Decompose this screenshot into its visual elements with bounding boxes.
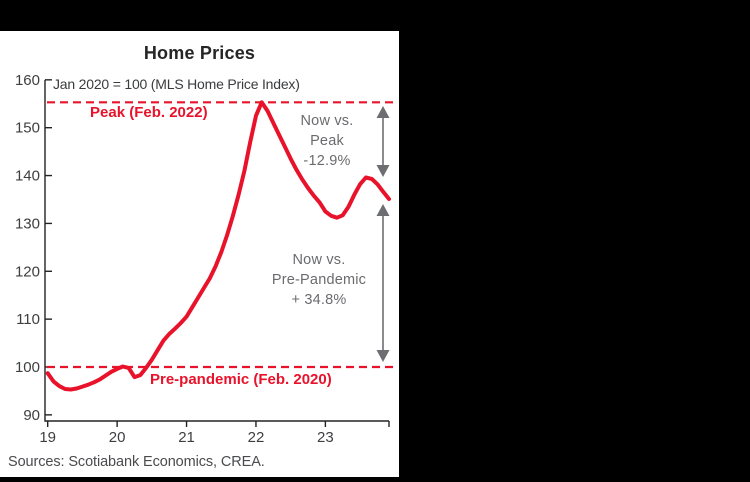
y-tick-label: 160 bbox=[15, 72, 40, 89]
chart-panel: 160 150 140 130 120 110 100 90 19 20 21 22 23 Home P… bbox=[0, 31, 399, 477]
now-vs-prepandemic-line1: Now vs. bbox=[292, 252, 346, 268]
y-tick-label: 90 bbox=[23, 407, 40, 424]
x-tick-label: 22 bbox=[248, 429, 265, 446]
now-vs-peak-line1: Now vs. bbox=[300, 113, 354, 129]
price-chart-svg: 160 150 140 130 120 110 100 90 19 20 21 22 23 bbox=[15, 72, 397, 446]
axes bbox=[44, 79, 389, 422]
now-vs-peak-annotation: Now vs. Peak -12.9% bbox=[277, 111, 377, 171]
chart-subtitle: Jan 2020 = 100 (MLS Home Price Index) bbox=[53, 76, 300, 92]
now-vs-peak-line3: -12.9% bbox=[303, 153, 351, 169]
source-note: Sources: Scotiabank Economics, CREA. bbox=[8, 454, 265, 470]
x-tick-label: 20 bbox=[109, 429, 126, 446]
now-vs-prepandemic-line2: Pre-Pandemic bbox=[271, 272, 367, 288]
now-vs-peak-arrow-head-down bbox=[376, 165, 390, 177]
x-tick-label: 23 bbox=[317, 429, 334, 446]
x-tick-label: 21 bbox=[178, 429, 195, 446]
now-vs-peak-line2: Peak bbox=[310, 133, 344, 149]
y-tick-label: 120 bbox=[15, 263, 40, 280]
prepandemic-line-label: Pre-pandemic (Feb. 2020) bbox=[150, 371, 332, 388]
peak-line-label: Peak (Feb. 2022) bbox=[90, 104, 208, 121]
x-tick-label: 19 bbox=[39, 429, 56, 446]
chart-title: Home Prices bbox=[143, 43, 256, 63]
y-tick-label: 130 bbox=[15, 215, 40, 232]
y-tick-label: 110 bbox=[16, 311, 40, 328]
y-tick-label: 100 bbox=[15, 359, 40, 376]
now-vs-prepandemic-annotation: Now vs. Pre-Pandemic + 34.8% bbox=[249, 250, 389, 310]
y-tick-label: 150 bbox=[15, 120, 40, 137]
price-line bbox=[45, 100, 391, 392]
now-vs-prepandemic-line3: + 34.8% bbox=[291, 292, 347, 308]
now-vs-prepandemic-arrow-head-down bbox=[376, 350, 390, 362]
now-vs-peak-arrow-head-up bbox=[376, 106, 390, 118]
now-vs-prepandemic-arrow-head-up bbox=[376, 204, 390, 216]
y-tick-label: 140 bbox=[15, 168, 40, 185]
